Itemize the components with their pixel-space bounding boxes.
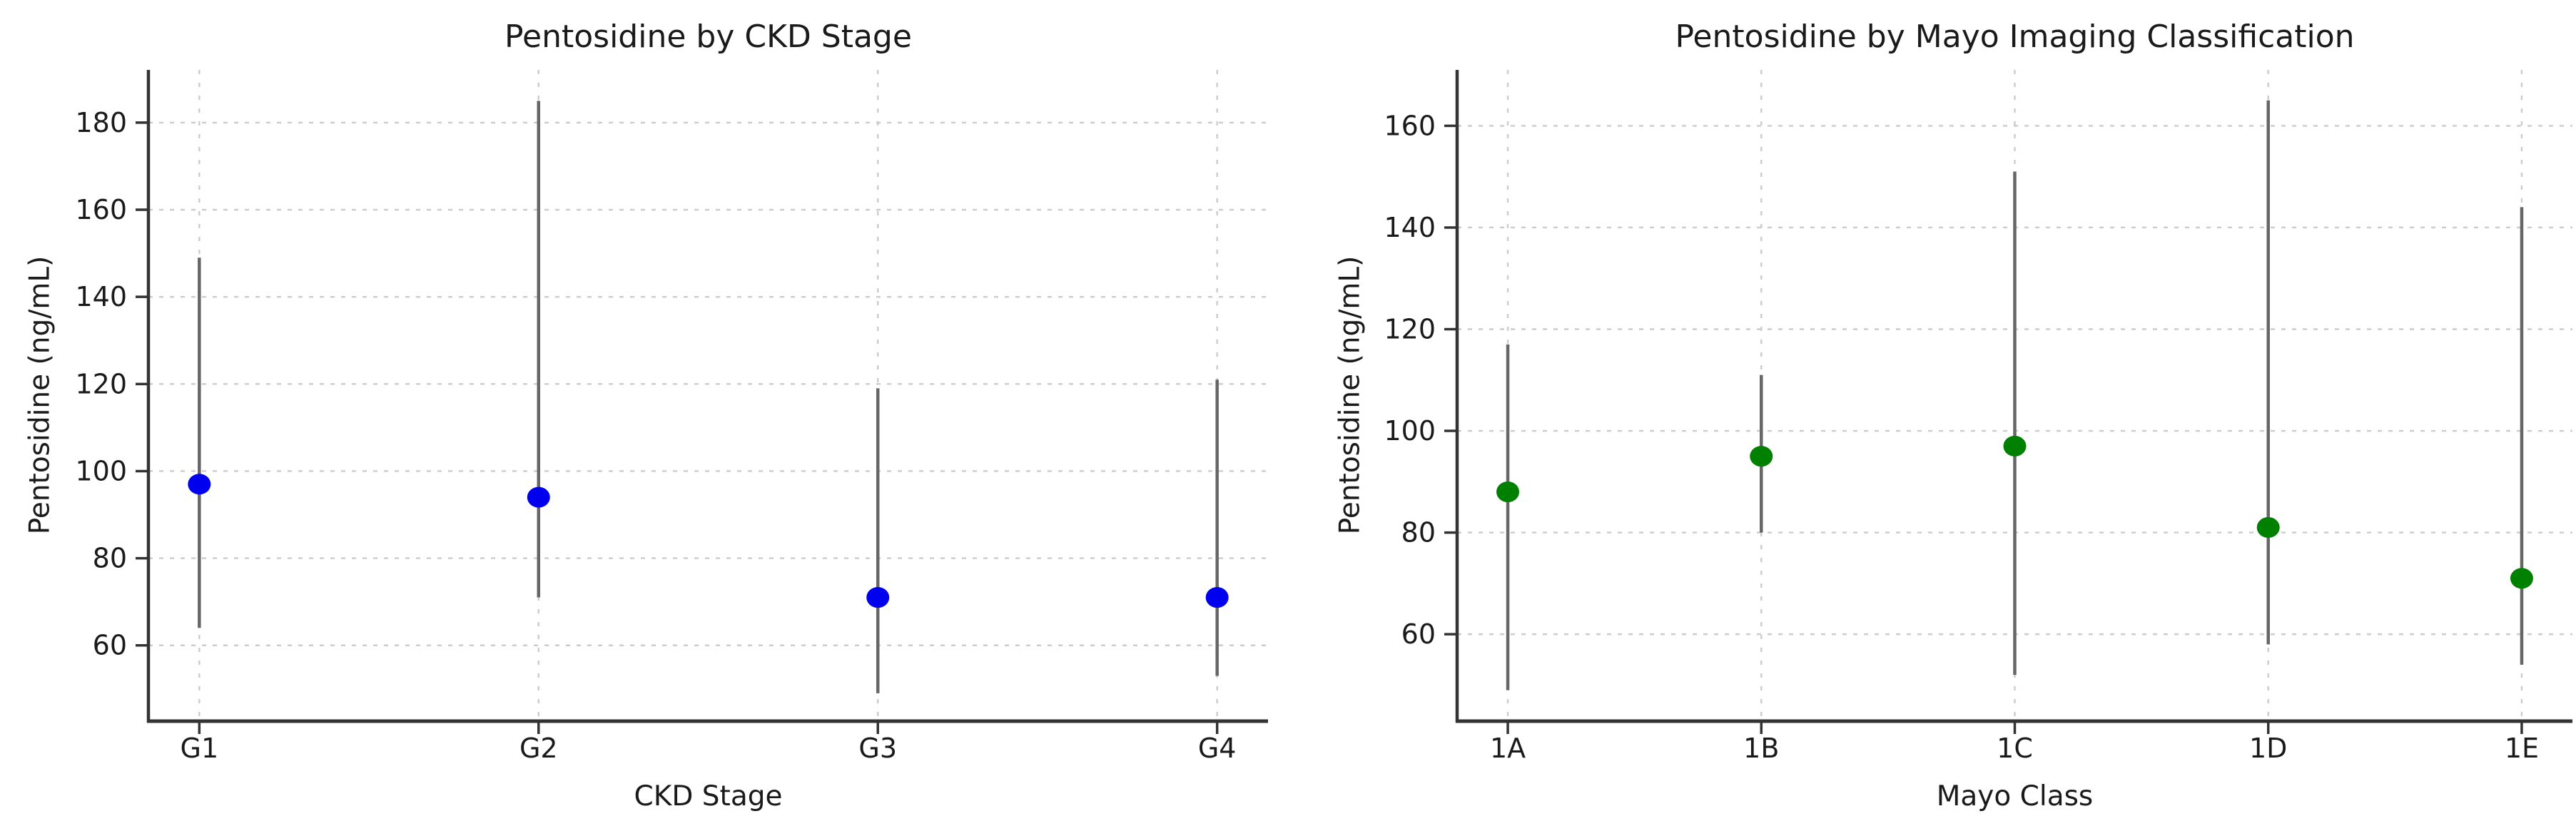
y-tick-label: 80 (1401, 517, 1436, 549)
y-tick-label: 100 (75, 455, 127, 486)
y-tick-label: 180 (75, 107, 127, 138)
y-tick-label: 60 (93, 630, 127, 661)
x-tick-label: 1B (1743, 733, 1779, 764)
y-tick-label: 80 (93, 543, 127, 574)
mean-marker (1496, 481, 1520, 503)
y-tick-label: 120 (75, 368, 127, 399)
mean-marker (188, 474, 211, 495)
ckd-chart-title: Pentosidine by CKD Stage (504, 19, 912, 55)
y-tick-label: 60 (1401, 618, 1436, 650)
x-tick-label: G1 (181, 733, 219, 764)
mean-marker (2510, 568, 2533, 589)
mayo-y-axis-label: Pentosidine (ng/mL) (1334, 255, 1366, 535)
mayo-chart-title: Pentosidine by Mayo Imaging Classificati… (1675, 19, 2355, 55)
y-tick-label: 160 (75, 194, 127, 225)
y-tick-label: 160 (1384, 110, 1436, 141)
x-tick-label: 1C (1997, 733, 2033, 764)
y-tick-label: 120 (1384, 313, 1436, 345)
mean-marker (527, 486, 550, 508)
mean-marker (2256, 516, 2280, 538)
x-tick-label: 1D (2249, 733, 2287, 764)
x-tick-label: G2 (519, 733, 558, 764)
x-tick-label: G4 (1198, 733, 1237, 764)
x-tick-label: G3 (858, 733, 897, 764)
mean-marker (1750, 446, 1773, 467)
mean-marker (866, 587, 890, 608)
ckd-x-axis-label: CKD Stage (634, 780, 783, 812)
mayo-x-axis-label: Mayo Class (1936, 780, 2094, 812)
mean-marker (1205, 587, 1229, 608)
mean-marker (2003, 435, 2027, 457)
y-tick-label: 140 (75, 281, 127, 312)
y-tick-label: 100 (1384, 415, 1436, 447)
y-tick-label: 140 (1384, 212, 1436, 243)
x-tick-label: 1E (2505, 733, 2539, 764)
ckd-y-axis-label: Pentosidine (ng/mL) (24, 255, 56, 535)
x-tick-label: 1A (1490, 733, 1526, 764)
